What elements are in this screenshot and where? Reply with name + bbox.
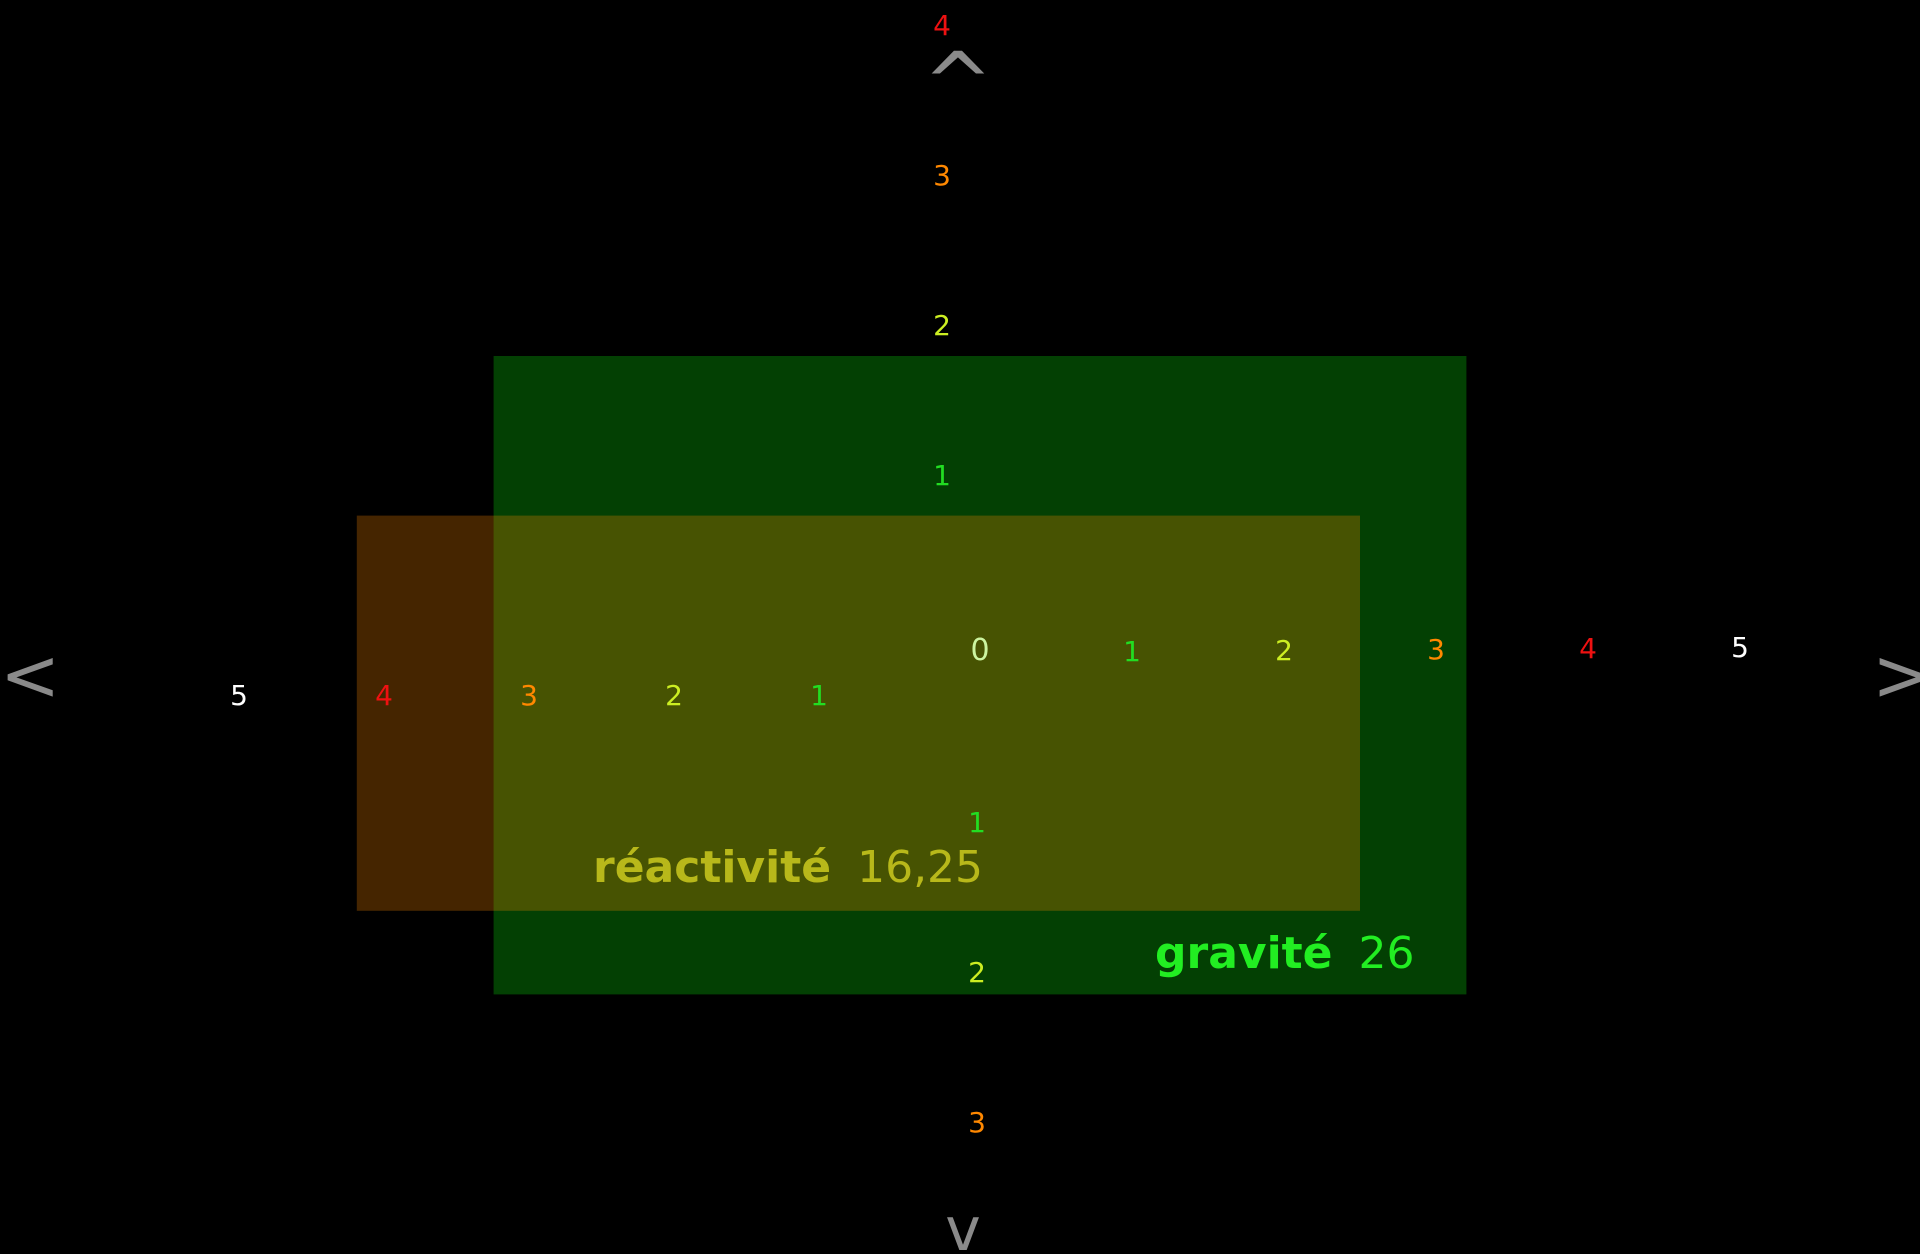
tick-y-neg-2: 2 — [968, 956, 986, 989]
tick-x-neg-1: 1 — [810, 679, 828, 712]
ticks-layer: 0 1 2 3 4 5 1 2 3 4 5 1 2 3 4 1 2 3 — [230, 9, 1749, 1139]
tick-x-pos-3: 3 — [1427, 633, 1445, 666]
tick-x-neg-5: 5 — [230, 679, 248, 712]
tick-x-neg-4: 4 — [375, 679, 393, 712]
gravite-name: gravité — [1155, 928, 1333, 979]
tick-y-pos-2: 2 — [933, 309, 951, 342]
tick-x-pos-2: 2 — [1275, 634, 1293, 667]
areas-layer — [356, 356, 1467, 995]
reactivite-name: réactivité — [593, 842, 831, 893]
tick-origin: 0 — [970, 633, 989, 668]
chevron-up-icon[interactable]: ^ — [923, 34, 993, 132]
tick-x-pos-5: 5 — [1731, 631, 1749, 664]
tick-x-pos-4: 4 — [1579, 632, 1597, 665]
tick-x-pos-1: 1 — [1123, 635, 1141, 668]
tick-y-pos-1: 1 — [933, 459, 951, 492]
tick-x-neg-3: 3 — [520, 679, 538, 712]
tick-y-pos-3: 3 — [933, 159, 951, 192]
gravite-value: 26 — [1359, 928, 1415, 979]
reactivite-value: 16,25 — [857, 842, 983, 893]
chevron-right-icon[interactable]: > — [1872, 633, 1920, 717]
gravite-label: gravité 26 — [1155, 928, 1415, 979]
area-reactivite — [356, 515, 1360, 911]
tick-y-neg-3: 3 — [968, 1106, 986, 1139]
area-gravite — [493, 356, 1467, 995]
tick-x-neg-2: 2 — [665, 679, 683, 712]
reactivite-label: réactivité 16,25 — [593, 842, 983, 893]
chevron-down-icon[interactable]: v — [945, 1195, 981, 1254]
tick-y-pos-4: 4 — [933, 9, 951, 42]
chevron-left-icon[interactable]: < — [0, 633, 60, 717]
tick-y-neg-1: 1 — [968, 806, 986, 839]
